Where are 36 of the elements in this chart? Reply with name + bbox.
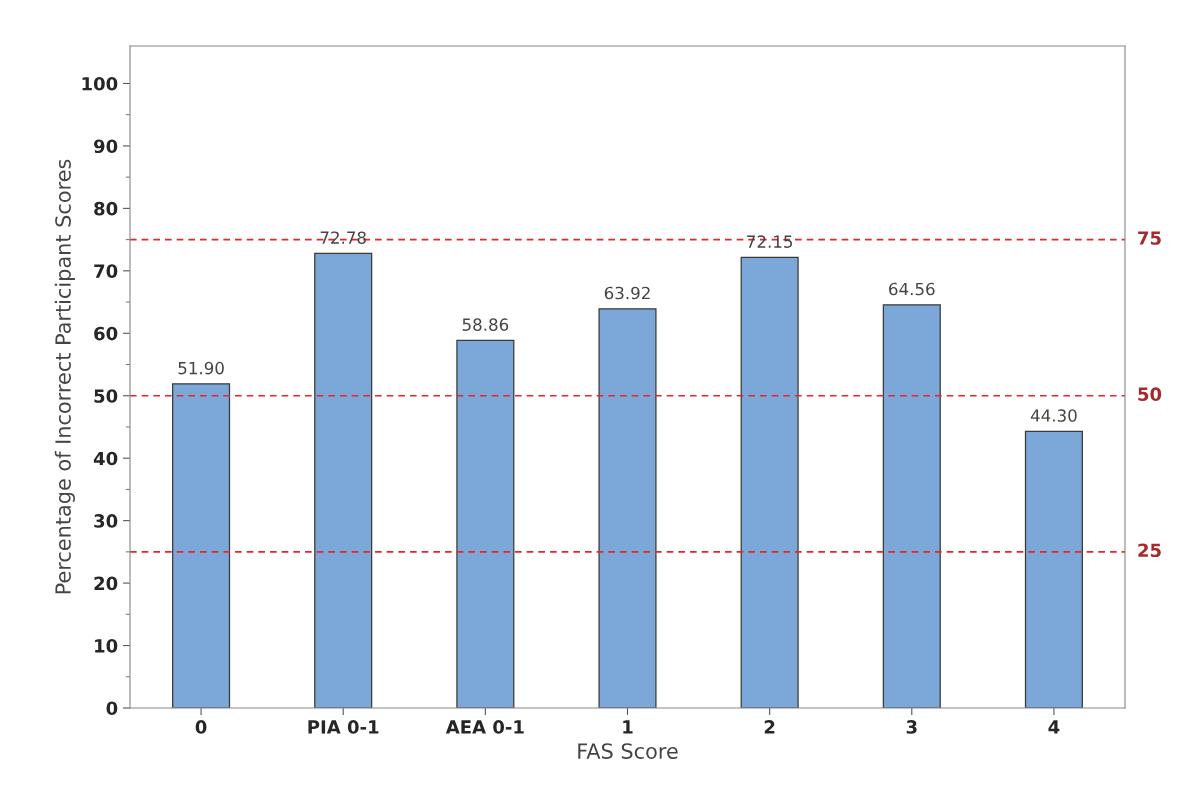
- bar: [598, 308, 657, 708]
- data-label: 58.86: [462, 318, 509, 331]
- x-tick-label: 0: [195, 720, 207, 734]
- y-tick-label: 30: [94, 514, 118, 528]
- ref-line-label: 25: [1138, 543, 1161, 558]
- y-tick-label: 20: [94, 576, 118, 591]
- y-tick-label: 10: [95, 639, 118, 653]
- data-label: 63.92: [604, 286, 650, 300]
- x-tick-label: 1: [623, 720, 633, 734]
- data-label: 72.78: [320, 231, 366, 244]
- y-tick-label: 50: [94, 389, 118, 403]
- bar: [314, 252, 373, 708]
- bar: [172, 383, 231, 708]
- y-tick-label: 90: [94, 139, 118, 154]
- y-axis-title: Percentage of Incorrect Participant Scores: [54, 159, 75, 594]
- bar: [456, 339, 515, 708]
- x-axis-title: FAS Score: [578, 743, 678, 759]
- y-tick-label: 0: [106, 701, 118, 716]
- y-tick-label: 40: [93, 451, 118, 466]
- bar: [740, 256, 799, 708]
- y-tick-label: 100: [82, 76, 118, 91]
- data-label: 51.90: [178, 361, 224, 375]
- x-tick-label: PIA 0-1: [308, 720, 379, 734]
- x-tick-label: 4: [1048, 720, 1060, 734]
- data-label: 44.30: [1030, 409, 1077, 422]
- x-tick-label: 3: [906, 720, 917, 734]
- bar: [882, 304, 941, 708]
- x-tick-label: 2: [764, 720, 775, 734]
- y-tick-label: 80: [94, 201, 118, 216]
- x-tick-label: AEA 0-1: [445, 720, 524, 734]
- bar: [1024, 430, 1083, 708]
- ref-line-label: 50: [1138, 387, 1162, 401]
- ref-line-label: 75: [1138, 231, 1161, 245]
- y-tick-label: 70: [94, 264, 118, 278]
- data-label: 64.56: [889, 282, 935, 296]
- y-tick-label: 60: [94, 326, 118, 341]
